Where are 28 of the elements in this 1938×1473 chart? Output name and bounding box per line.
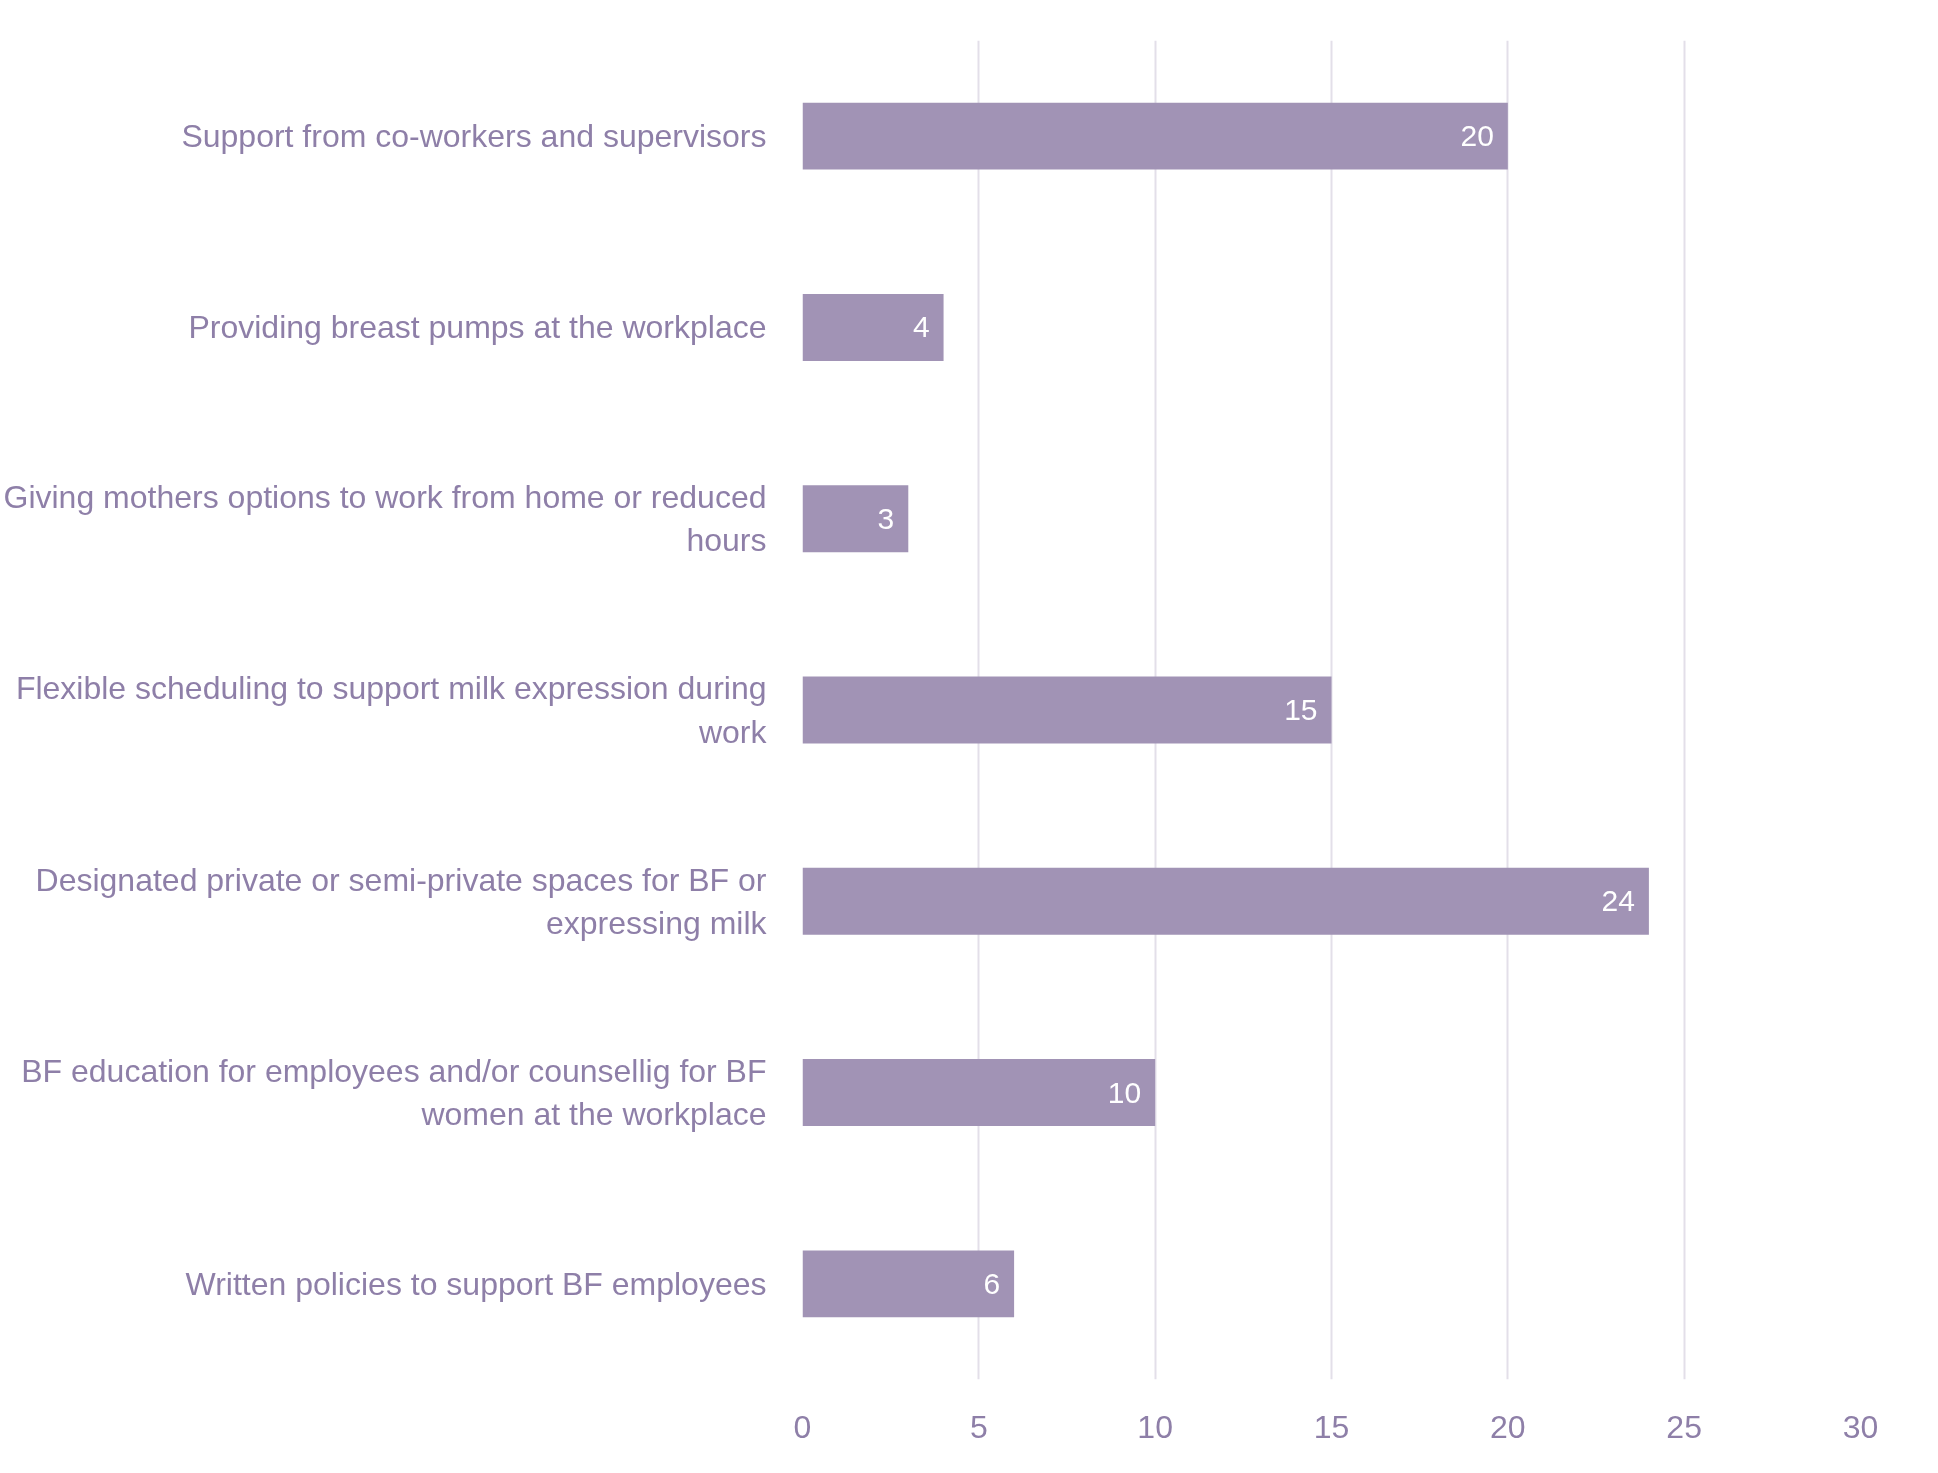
data-label: 20	[1460, 119, 1494, 153]
x-tick-label: 5	[969, 1408, 988, 1445]
data-label: 6	[983, 1266, 1001, 1300]
bar	[802, 867, 1649, 935]
data-label: 15	[1284, 693, 1318, 726]
data-label: 3	[877, 501, 895, 535]
x-tick-label: 25	[1666, 1408, 1702, 1445]
data-label: 24	[1601, 884, 1635, 918]
y-tick-label: Giving mothers options to work from home or reduced hours	[3, 479, 767, 559]
y-tick-label: Support from co-workers and supervisors	[181, 118, 767, 155]
bar	[802, 1250, 1015, 1318]
y-tick-label: Providing breast pumps at the workplace	[188, 309, 767, 346]
bar	[802, 676, 1332, 744]
x-tick-label: 15	[1313, 1408, 1350, 1445]
y-tick-label: Written policies to support BF employees	[185, 1265, 767, 1302]
bar	[802, 485, 909, 553]
data-label: 10	[1107, 1075, 1142, 1109]
x-tick-label: 10	[1137, 1408, 1173, 1445]
y-tick-label: Designated private or semi-private spaces for BF or expressing milk	[35, 861, 768, 941]
bar	[802, 102, 1508, 170]
data-label: 4	[912, 310, 930, 344]
x-tick-label: 0	[793, 1408, 812, 1445]
y-tick-label: BF education for employees and/or counsellig for BF women at the workplace	[21, 1052, 767, 1133]
bar	[802, 1059, 1156, 1127]
y-tick-label: Flexible scheduling to support milk expression during work	[15, 670, 768, 750]
bar	[802, 293, 944, 361]
x-tick-label: 30	[1842, 1408, 1879, 1445]
x-tick-label: 20	[1490, 1408, 1526, 1445]
